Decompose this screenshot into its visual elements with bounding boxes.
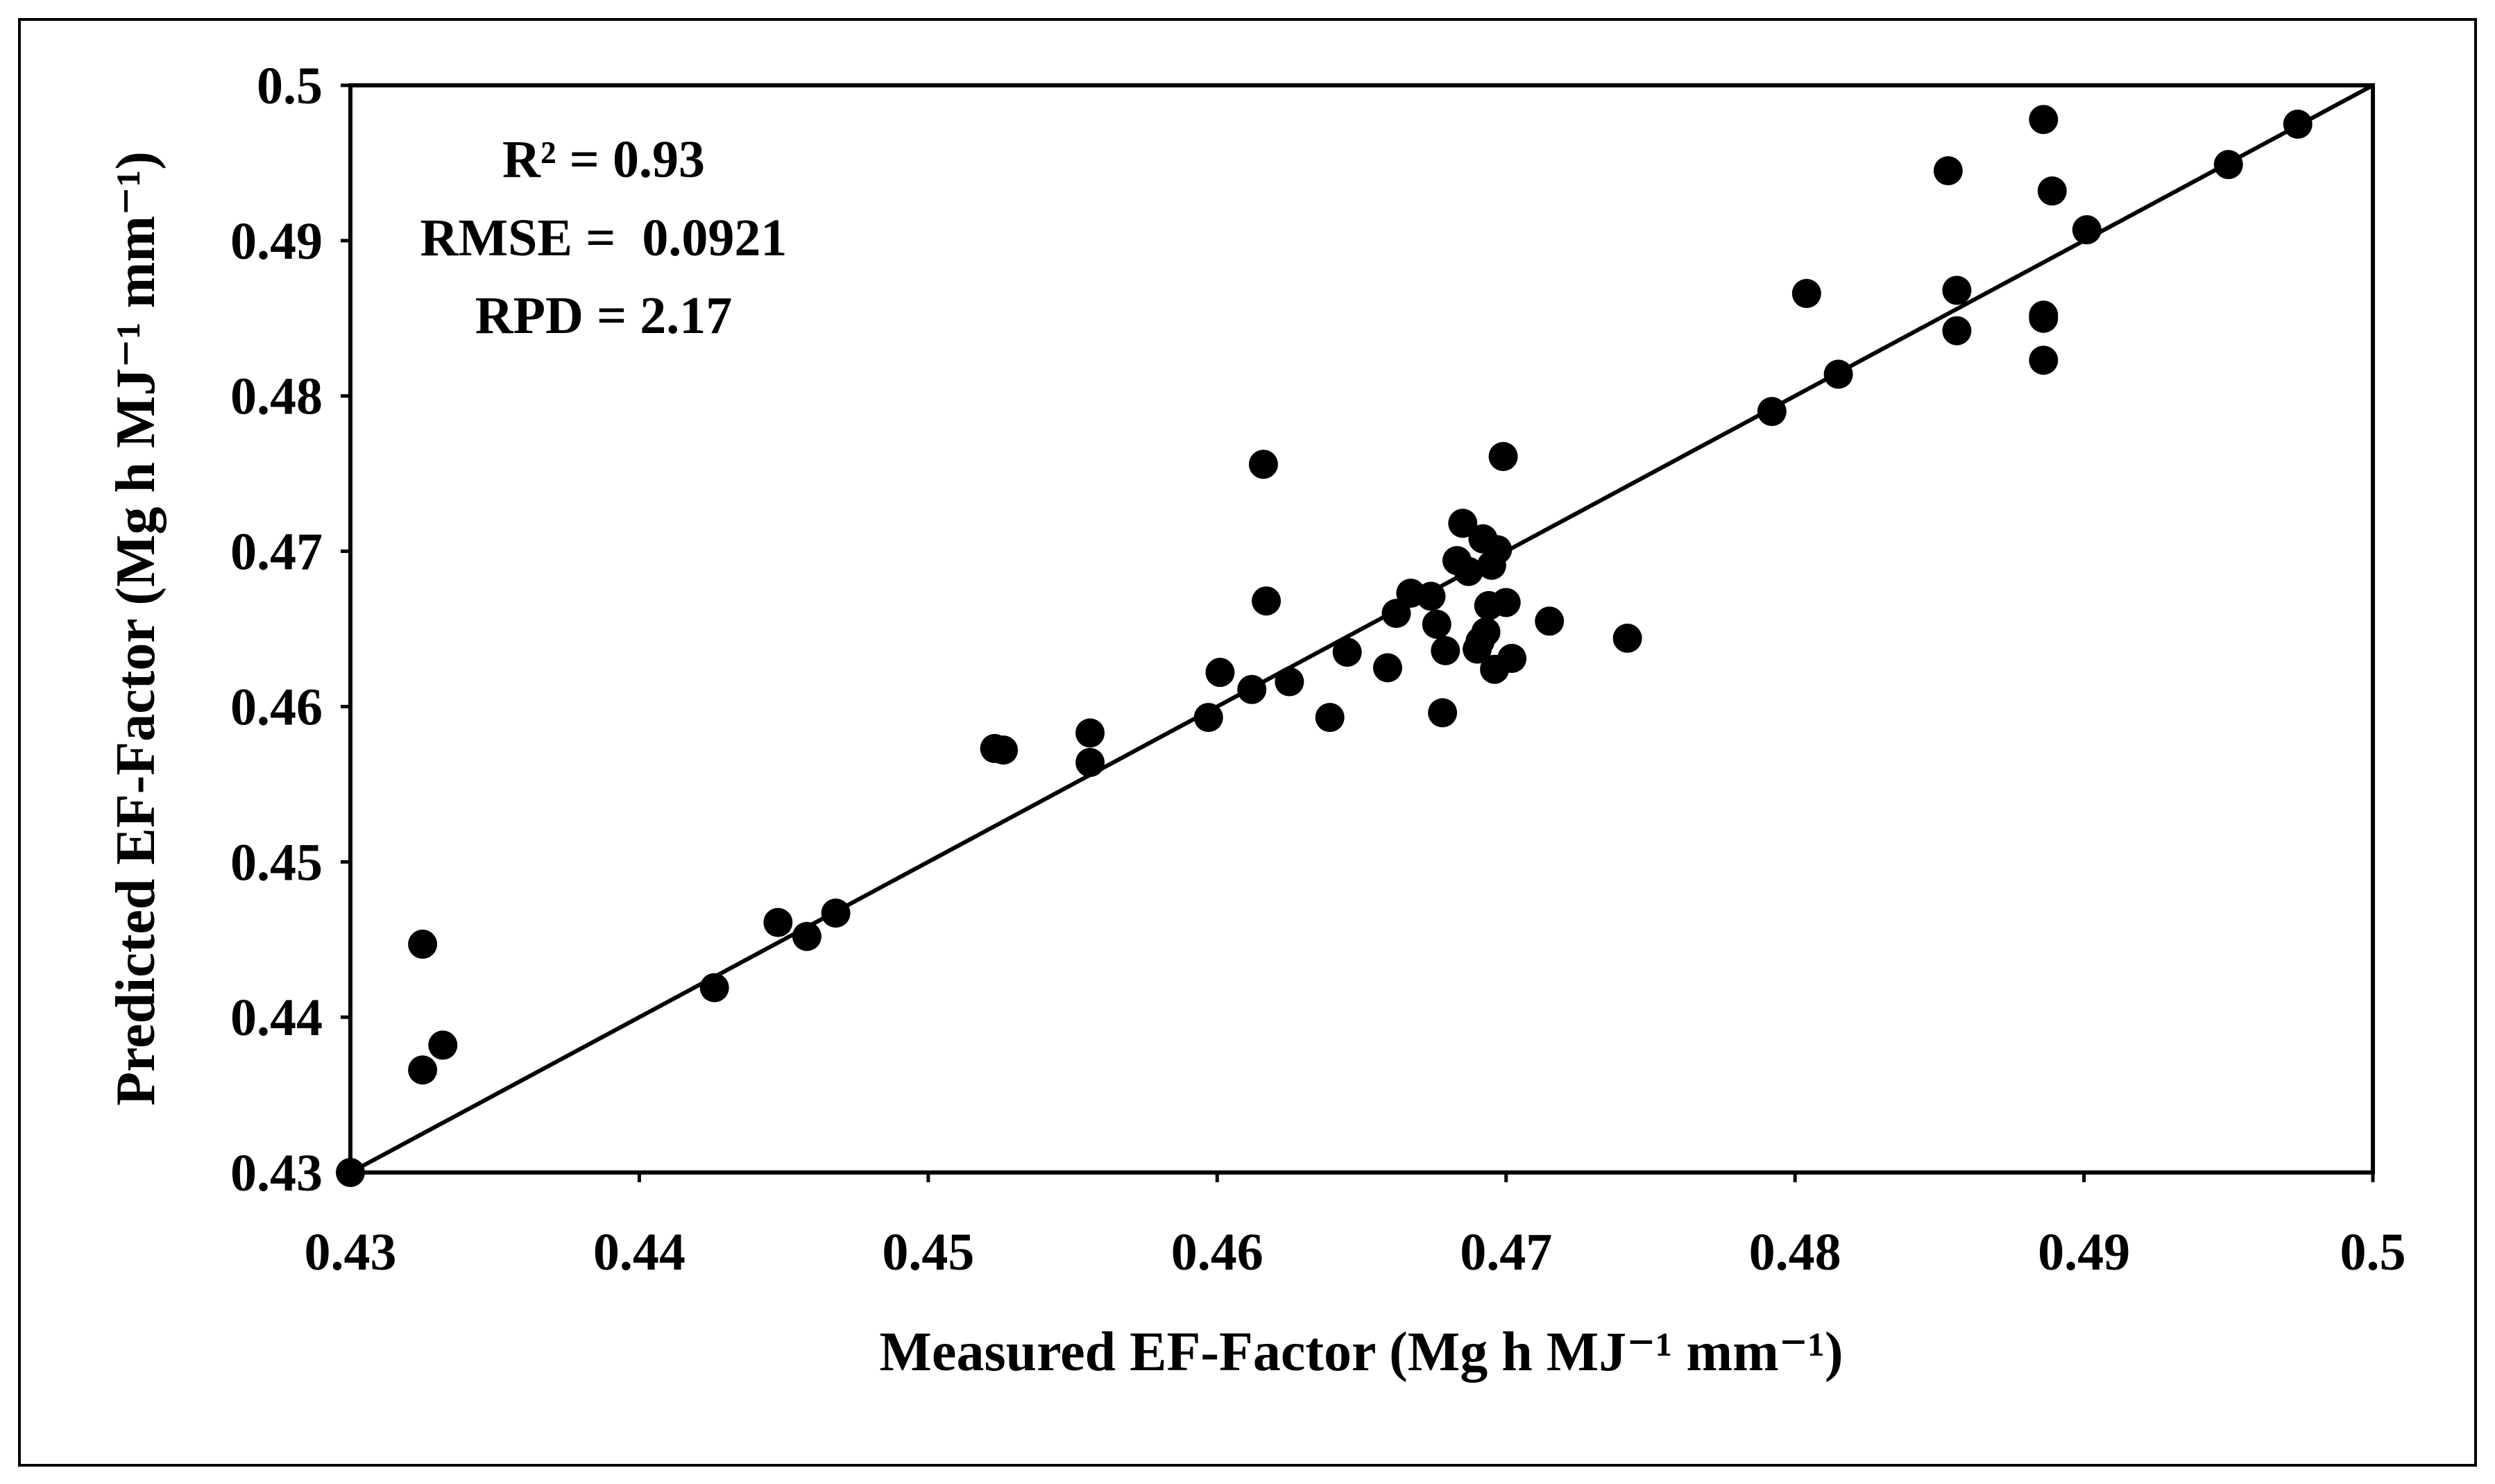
data-points (336, 105, 2313, 1187)
data-point (763, 907, 793, 937)
data-point (1535, 606, 1565, 636)
stat-rmse: RMSE = 0.0921 (420, 209, 787, 267)
data-point (1471, 617, 1501, 647)
data-point (1381, 599, 1411, 629)
data-point (1431, 636, 1461, 665)
x-tick-label: 0.5 (2340, 1223, 2406, 1281)
x-tick-label: 0.46 (1171, 1223, 1263, 1281)
data-point (408, 929, 438, 959)
data-point (1491, 588, 1521, 617)
data-point (1448, 509, 1478, 538)
data-point (1454, 556, 1483, 586)
y-tick-label: 0.48 (230, 368, 323, 426)
data-point (2037, 176, 2067, 206)
data-point (1483, 535, 1513, 565)
data-point (1612, 623, 1642, 653)
data-point (336, 1158, 365, 1187)
stat-r2: R² = 0.93 (502, 130, 705, 189)
data-point (1428, 698, 1458, 728)
data-point (1332, 638, 1362, 667)
x-tick-label: 0.47 (1460, 1223, 1552, 1281)
data-point (989, 735, 1019, 765)
data-point (1248, 450, 1278, 479)
stat-rpd: RPD = 2.17 (475, 287, 733, 345)
data-point (2029, 303, 2059, 333)
x-tick-label: 0.48 (1749, 1223, 1841, 1281)
y-tick-label: 0.44 (230, 989, 323, 1047)
data-point (1237, 674, 1267, 704)
fit-line (349, 83, 2374, 1175)
data-point (408, 1055, 438, 1085)
data-point (1422, 609, 1451, 639)
y-tick-label: 0.43 (230, 1144, 323, 1202)
data-point (2213, 150, 2243, 180)
data-point (1942, 275, 1972, 305)
data-point (821, 898, 851, 928)
y-tick-label: 0.46 (230, 678, 323, 736)
data-point (2283, 109, 2313, 139)
data-point (2072, 215, 2102, 245)
y-axis-title: Predicted EF-Factor (Mg h MJ⁻¹ mm⁻¹) (105, 151, 167, 1106)
x-axis: 0.43 0.44 0.45 0.46 0.47 0.48 0.49 0.5 (305, 1172, 2406, 1281)
data-point (1275, 667, 1304, 697)
y-axis: 0.43 0.44 0.45 0.46 0.47 0.48 0.49 0.5 (230, 57, 350, 1202)
data-point (792, 921, 821, 951)
x-axis-title: Measured EF-Factor (Mg h MJ⁻¹ mm⁻¹) (879, 1322, 1843, 1383)
x-tick-label: 0.44 (593, 1223, 686, 1281)
data-point (2029, 105, 2059, 135)
y-tick-label: 0.5 (257, 57, 323, 115)
data-point (1416, 581, 1446, 611)
data-point (1193, 703, 1223, 733)
data-point (1315, 703, 1345, 733)
y-tick-label: 0.47 (230, 523, 323, 581)
y-tick-label: 0.45 (230, 833, 323, 892)
data-point (1791, 278, 1821, 308)
plot-area (348, 83, 2375, 1175)
data-point (428, 1030, 458, 1060)
data-point (1942, 316, 1972, 346)
x-tick-label: 0.49 (2038, 1223, 2130, 1281)
data-point (1372, 653, 1402, 683)
data-point (699, 973, 729, 1003)
data-point (1252, 586, 1281, 616)
statistics-box: R² = 0.93 RMSE = 0.0921 RPD = 2.17 (420, 130, 787, 345)
data-point (1757, 397, 1787, 427)
data-point (2029, 346, 2059, 375)
data-point (1205, 658, 1235, 688)
data-point (1933, 156, 1963, 186)
x-tick-label: 0.45 (882, 1223, 974, 1281)
data-point (1075, 718, 1105, 748)
data-point (1497, 644, 1527, 674)
data-point (1075, 748, 1105, 778)
data-point (1488, 442, 1518, 472)
x-tick-label: 0.43 (305, 1223, 397, 1281)
outer-frame (18, 18, 2477, 1467)
y-tick-label: 0.49 (230, 212, 323, 271)
data-point (1823, 359, 1853, 389)
